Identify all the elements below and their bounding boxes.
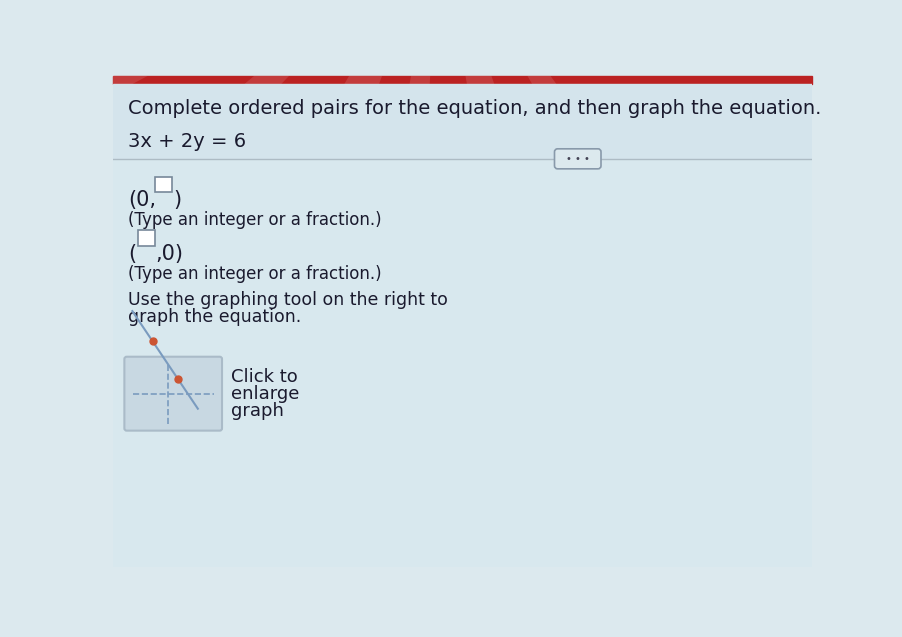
- Bar: [113, 76, 812, 84]
- FancyBboxPatch shape: [124, 357, 222, 431]
- Bar: [113, 159, 812, 567]
- Wedge shape: [438, 0, 640, 529]
- Wedge shape: [0, 0, 438, 366]
- Wedge shape: [331, 0, 438, 538]
- FancyBboxPatch shape: [555, 149, 601, 169]
- Text: (0,: (0,: [128, 190, 156, 210]
- Text: Use the graphing tool on the right to: Use the graphing tool on the right to: [128, 291, 448, 310]
- Text: Complete ordered pairs for the equation, and then graph the equation.: Complete ordered pairs for the equation,…: [128, 99, 822, 118]
- Text: (Type an integer or a fraction.): (Type an integer or a fraction.): [128, 211, 382, 229]
- Wedge shape: [128, 0, 438, 501]
- Text: (Type an integer or a fraction.): (Type an integer or a fraction.): [128, 265, 382, 283]
- Text: ): ): [173, 190, 181, 210]
- Text: 3x + 2y = 6: 3x + 2y = 6: [128, 132, 246, 151]
- Wedge shape: [0, 0, 438, 211]
- FancyBboxPatch shape: [137, 231, 154, 246]
- Wedge shape: [438, 0, 803, 456]
- Text: Click to: Click to: [231, 368, 298, 386]
- Bar: [113, 84, 812, 159]
- Text: graph the equation.: graph the equation.: [128, 308, 301, 326]
- Text: graph: graph: [231, 401, 284, 420]
- FancyBboxPatch shape: [155, 176, 172, 192]
- Text: enlarge: enlarge: [231, 385, 299, 403]
- Text: (: (: [128, 243, 136, 264]
- Text: • • •: • • •: [566, 154, 590, 164]
- Text: ,0): ,0): [155, 243, 183, 264]
